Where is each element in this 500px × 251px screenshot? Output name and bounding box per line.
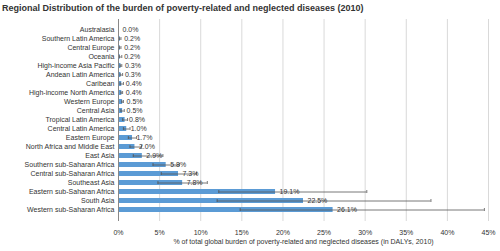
svg-text:0.4%: 0.4% <box>126 89 142 96</box>
svg-text:5.8%: 5.8% <box>170 161 186 168</box>
svg-text:19.1%: 19.1% <box>280 188 300 195</box>
svg-text:40%: 40% <box>440 229 454 236</box>
svg-text:East Asia: East Asia <box>85 152 114 159</box>
svg-text:Central Latin America: Central Latin America <box>48 125 115 132</box>
svg-text:Southern Latin America: Southern Latin America <box>42 35 115 42</box>
svg-text:25%: 25% <box>317 229 331 236</box>
svg-text:2.9%: 2.9% <box>146 152 162 159</box>
svg-text:1.7%: 1.7% <box>136 134 152 141</box>
svg-text:Central Europe: Central Europe <box>67 44 114 52</box>
svg-text:45%: 45% <box>481 229 495 236</box>
svg-text:Southern sub-Saharan Africa: Southern sub-Saharan Africa <box>25 161 115 168</box>
svg-text:Eastern Europe: Eastern Europe <box>66 134 115 142</box>
svg-text:0.8%: 0.8% <box>129 116 145 123</box>
svg-text:15%: 15% <box>235 229 249 236</box>
svg-text:35%: 35% <box>399 229 413 236</box>
svg-text:0.2%: 0.2% <box>124 35 140 42</box>
svg-text:Central Asia: Central Asia <box>77 107 115 114</box>
svg-text:High-income North America: High-income North America <box>29 89 115 97</box>
svg-text:7.8%: 7.8% <box>187 179 203 186</box>
svg-text:0.5%: 0.5% <box>127 107 143 114</box>
svg-text:Oceania: Oceania <box>88 53 114 60</box>
svg-text:5%: 5% <box>155 229 165 236</box>
svg-text:30%: 30% <box>358 229 372 236</box>
svg-text:North Africa and Middle East: North Africa and Middle East <box>26 143 115 150</box>
svg-text:0%: 0% <box>113 229 123 236</box>
svg-text:7.3%: 7.3% <box>183 170 199 177</box>
svg-text:2.0%: 2.0% <box>139 143 155 150</box>
svg-text:% of total global burden of po: % of total global burden of poverty-rela… <box>173 238 433 246</box>
svg-text:0.3%: 0.3% <box>125 62 141 69</box>
svg-text:Andean Latin America: Andean Latin America <box>46 71 115 78</box>
svg-text:Western Europe: Western Europe <box>64 98 115 106</box>
svg-text:0.5%: 0.5% <box>127 98 143 105</box>
svg-text:0.3%: 0.3% <box>125 71 141 78</box>
html-text:Regional Distribution of the b: Regional Distribution of the burden of p… <box>2 3 364 13</box>
svg-text:Western sub-Saharan Africa: Western sub-Saharan Africa <box>27 206 115 213</box>
svg-text:0.2%: 0.2% <box>124 44 140 51</box>
svg-text:22.5%: 22.5% <box>308 197 328 204</box>
svg-text:High-income Asia Pacific: High-income Asia Pacific <box>37 62 115 70</box>
svg-text:Southeast Asia: Southeast Asia <box>68 179 115 186</box>
svg-text:Australasia: Australasia <box>80 26 115 33</box>
svg-text:1.0%: 1.0% <box>131 125 147 132</box>
svg-text:Central sub-Saharan Africa: Central sub-Saharan Africa <box>30 170 114 177</box>
svg-text:10%: 10% <box>194 229 208 236</box>
svg-text:Caribean: Caribean <box>86 80 115 87</box>
svg-text:26.1%: 26.1% <box>337 206 357 213</box>
svg-text:0.2%: 0.2% <box>124 53 140 60</box>
svg-text:Tropical Latin America: Tropical Latin America <box>46 116 115 124</box>
svg-text:20%: 20% <box>276 229 290 236</box>
svg-text:Eastern sub-Saharan Africa: Eastern sub-Saharan Africa <box>29 188 115 195</box>
svg-text:0.4%: 0.4% <box>126 80 142 87</box>
svg-text:South Asia: South Asia <box>81 197 115 204</box>
svg-text:0.0%: 0.0% <box>123 26 139 33</box>
